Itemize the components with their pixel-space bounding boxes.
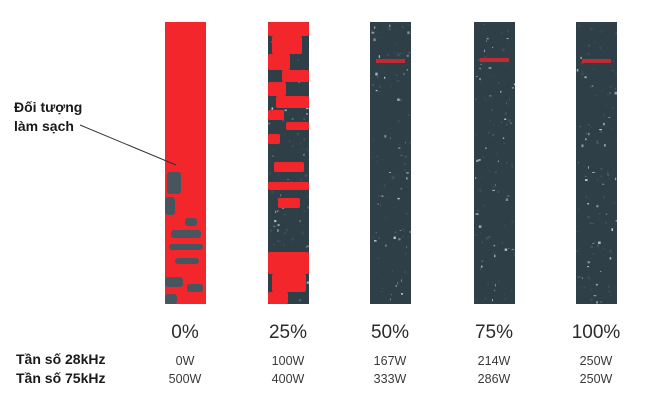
cleaning-strip-100pct (576, 22, 617, 304)
strip-image (165, 22, 206, 304)
percent-label: 100% (571, 322, 621, 343)
percent-label: 50% (370, 322, 410, 343)
power-28khz-value: 0W (175, 354, 195, 368)
percent-label: 75% (474, 322, 514, 343)
power-75khz-value: 250W (579, 372, 613, 386)
power-28khz-value: 250W (579, 354, 613, 368)
strip-image (268, 22, 309, 304)
strip-image (474, 22, 515, 304)
percent-label: 0% (171, 322, 199, 343)
row-label-28khz: Tần số 28kHz (16, 351, 106, 367)
power-28khz-value: 100W (271, 354, 305, 368)
power-28khz-value: 167W (373, 354, 407, 368)
percent-label: 25% (268, 322, 308, 343)
strip-image (576, 22, 617, 304)
cleaning-strip-25pct (268, 22, 309, 304)
strip-image (370, 22, 411, 304)
power-75khz-value: 400W (271, 372, 305, 386)
power-75khz-value: 286W (477, 372, 511, 386)
power-75khz-value: 333W (373, 372, 407, 386)
power-28khz-value: 214W (477, 354, 511, 368)
callout-line-2: làm sạch (14, 118, 74, 134)
callout-label: Đối tượng làm sạch (14, 98, 82, 136)
cleaning-strip-50pct (370, 22, 411, 304)
row-label-75khz: Tần số 75kHz (16, 370, 106, 386)
cleaning-strip-75pct (474, 22, 515, 304)
power-75khz-value: 500W (168, 372, 202, 386)
cleaning-strip-0pct (165, 22, 206, 304)
callout-line-1: Đối tượng (14, 99, 83, 115)
